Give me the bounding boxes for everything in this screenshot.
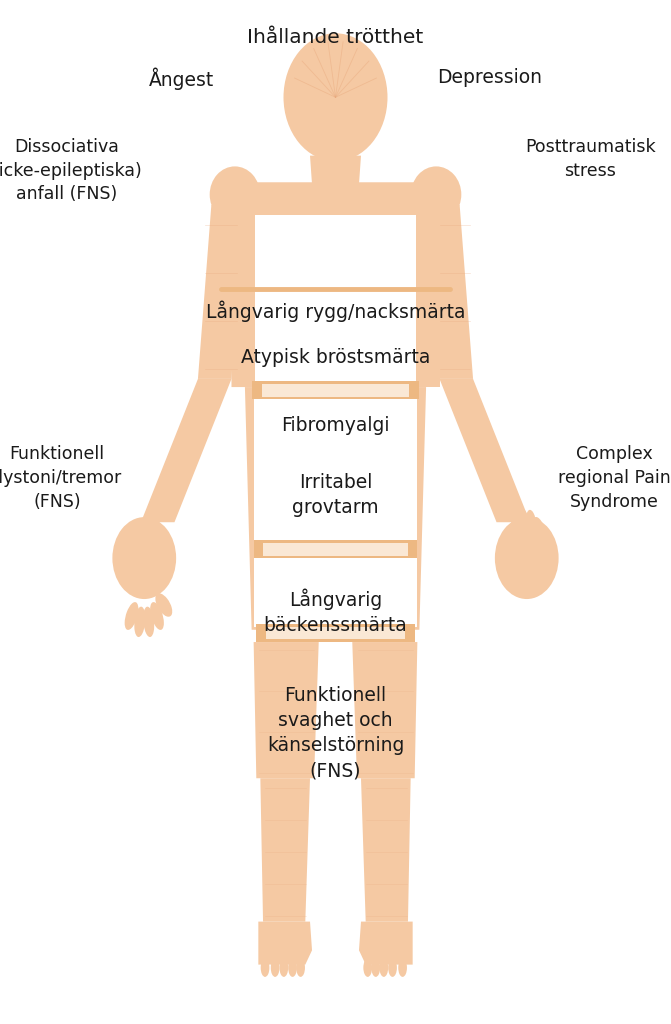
Polygon shape xyxy=(254,642,319,778)
Polygon shape xyxy=(352,642,417,778)
Polygon shape xyxy=(359,922,413,965)
Text: Complex
regional Pain
Syndrome: Complex regional Pain Syndrome xyxy=(558,445,670,511)
Ellipse shape xyxy=(398,958,407,977)
Text: Atypisk bröstsmärta: Atypisk bröstsmärta xyxy=(241,348,430,368)
Text: Irritabel
grovtarm: Irritabel grovtarm xyxy=(292,473,379,517)
Ellipse shape xyxy=(525,510,537,541)
Polygon shape xyxy=(440,379,530,522)
Text: Dissociativa
(icke-epileptiska)
anfall (FNS): Dissociativa (icke-epileptiska) anfall (… xyxy=(0,138,142,204)
Text: Ihållande trötthet: Ihållande trötthet xyxy=(248,28,423,47)
Ellipse shape xyxy=(143,606,154,637)
Polygon shape xyxy=(361,778,411,922)
Ellipse shape xyxy=(134,606,146,637)
FancyBboxPatch shape xyxy=(256,624,415,642)
Polygon shape xyxy=(231,213,265,387)
Ellipse shape xyxy=(112,517,176,599)
Ellipse shape xyxy=(279,958,288,977)
Ellipse shape xyxy=(364,958,372,977)
Text: Depression: Depression xyxy=(437,68,542,87)
Polygon shape xyxy=(221,182,450,384)
Ellipse shape xyxy=(296,958,305,977)
Polygon shape xyxy=(429,205,473,379)
Polygon shape xyxy=(260,778,310,922)
FancyBboxPatch shape xyxy=(263,543,408,556)
FancyBboxPatch shape xyxy=(254,399,417,543)
Ellipse shape xyxy=(379,958,388,977)
Text: Funktionell
dystoni/tremor
(FNS): Funktionell dystoni/tremor (FNS) xyxy=(0,445,121,511)
Ellipse shape xyxy=(388,958,397,977)
FancyBboxPatch shape xyxy=(266,627,405,639)
Polygon shape xyxy=(245,387,426,630)
Polygon shape xyxy=(141,379,231,522)
Ellipse shape xyxy=(372,958,380,977)
Ellipse shape xyxy=(507,517,521,545)
Text: Posttraumatisk
stress: Posttraumatisk stress xyxy=(525,138,656,180)
Ellipse shape xyxy=(125,602,138,630)
Ellipse shape xyxy=(156,593,172,616)
Text: Funktionell
svaghet och
känselstörning
(FNS): Funktionell svaghet och känselstörning (… xyxy=(267,686,404,780)
Text: Långvarig
bäckenssmärta: Långvarig bäckenssmärta xyxy=(264,589,407,635)
Text: Ångest: Ångest xyxy=(148,68,214,90)
Ellipse shape xyxy=(289,958,297,977)
Ellipse shape xyxy=(261,958,269,977)
FancyBboxPatch shape xyxy=(254,540,417,558)
Polygon shape xyxy=(310,156,361,184)
FancyBboxPatch shape xyxy=(262,384,409,397)
Polygon shape xyxy=(406,213,440,387)
Ellipse shape xyxy=(270,958,279,977)
Ellipse shape xyxy=(538,530,555,554)
Ellipse shape xyxy=(209,166,260,222)
Ellipse shape xyxy=(411,166,462,222)
Polygon shape xyxy=(198,205,242,379)
Text: Långvarig rygg/nacksmärta: Långvarig rygg/nacksmärta xyxy=(206,300,465,322)
FancyBboxPatch shape xyxy=(252,381,419,399)
Polygon shape xyxy=(258,922,312,965)
Ellipse shape xyxy=(533,517,546,545)
FancyBboxPatch shape xyxy=(255,215,416,387)
Ellipse shape xyxy=(517,510,528,541)
Ellipse shape xyxy=(495,517,558,599)
FancyBboxPatch shape xyxy=(254,558,417,627)
Text: Fibromyalgi: Fibromyalgi xyxy=(281,416,390,435)
Ellipse shape xyxy=(283,33,388,161)
Ellipse shape xyxy=(150,602,164,630)
